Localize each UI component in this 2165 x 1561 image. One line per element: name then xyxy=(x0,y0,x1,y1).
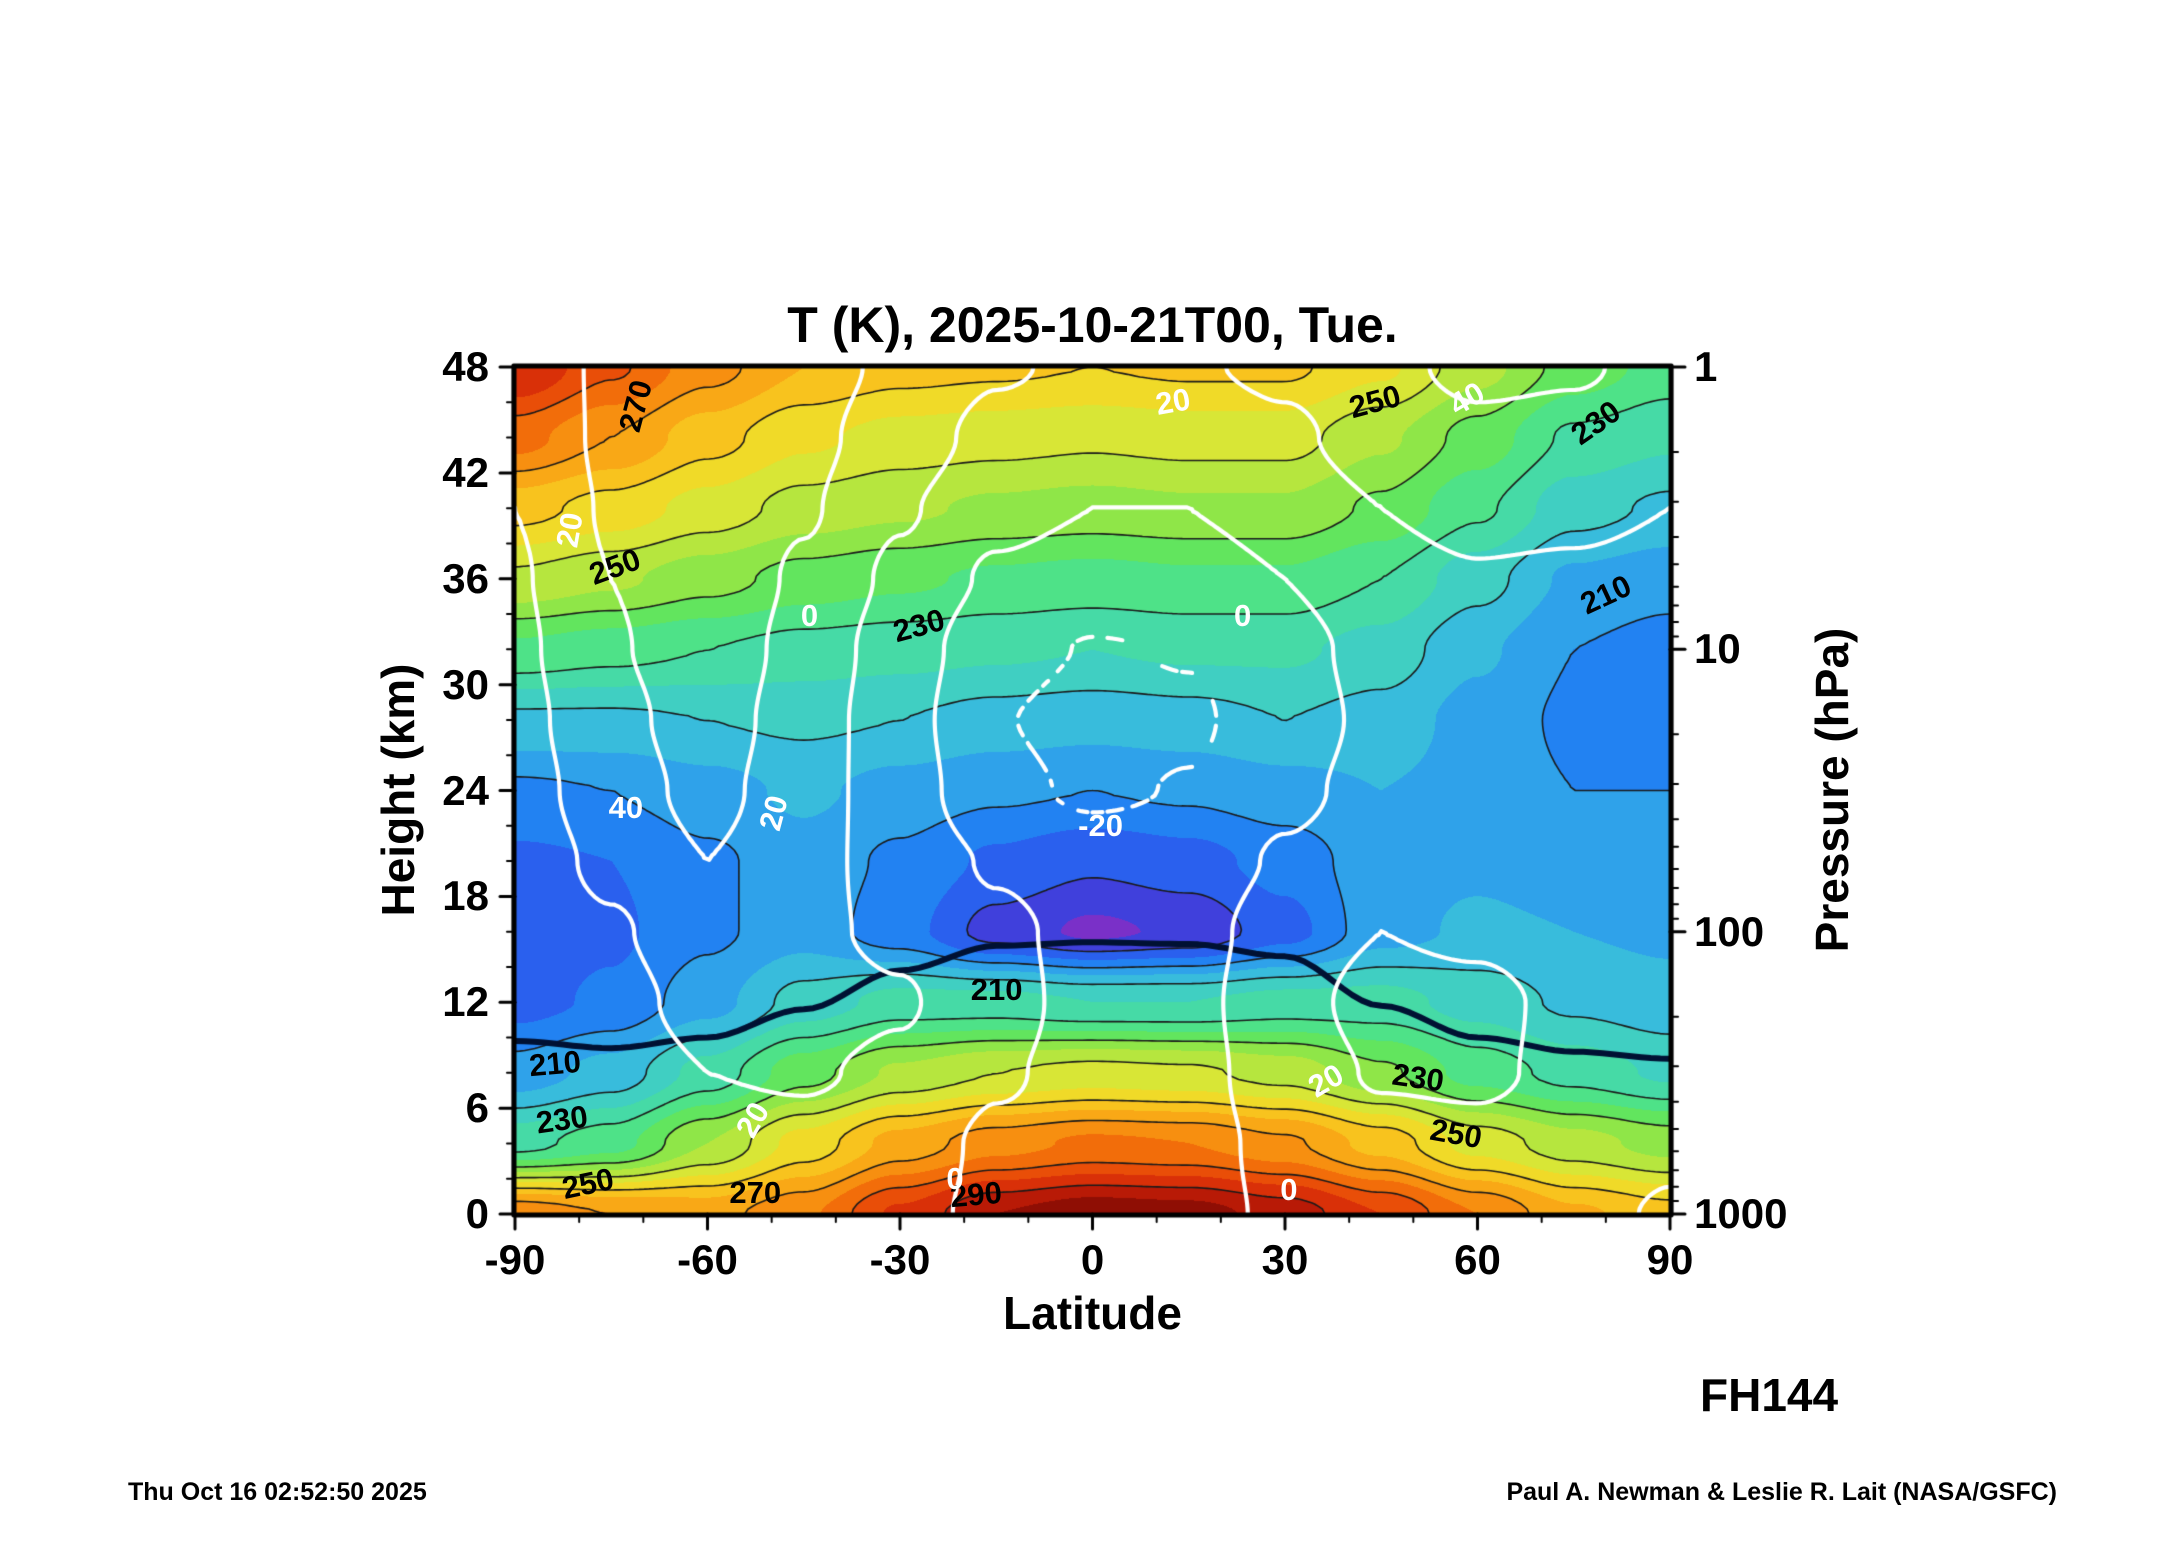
temperature-cross-section-canvas xyxy=(0,0,2165,1561)
